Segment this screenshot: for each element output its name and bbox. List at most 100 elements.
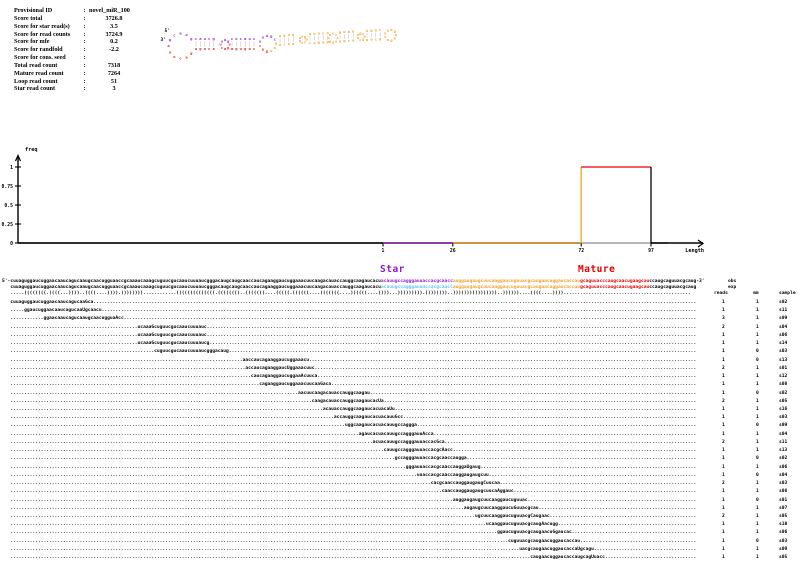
score-row-label: Mature read count xyxy=(14,69,64,77)
read-right-padding: ........................................… xyxy=(433,431,697,437)
read-reads-value: 3 xyxy=(722,316,725,322)
nucleotide-letter: u xyxy=(387,27,389,32)
read-reads-value: 1 xyxy=(722,497,725,503)
read-row: ........................................… xyxy=(2,481,806,487)
score-row-colon: : xyxy=(83,38,86,46)
read-sequence: ugcuucaaggaucuguuacgCaugaac xyxy=(474,513,550,519)
read-sample-value: s12 xyxy=(779,374,788,380)
score-row-label: Score for star read(s) xyxy=(14,22,70,30)
read-left-padding: ........................................… xyxy=(2,456,395,462)
nucleotide-letter: c xyxy=(253,46,255,51)
read-sample-value: s03 xyxy=(779,481,788,487)
read-left-padding: ........................................… xyxy=(2,382,260,388)
read-mm-value: 0 xyxy=(756,497,759,503)
read-reads-value: 2 xyxy=(722,481,725,487)
read-right-padding: ........................................… xyxy=(394,406,697,412)
read-reads-value: 1 xyxy=(722,382,725,388)
nucleotide-letter: a xyxy=(387,37,390,42)
y-tick-label: 0.25 xyxy=(1,222,13,228)
score-row-label: Score for cons. seed xyxy=(14,54,66,62)
read-reads-value: 1 xyxy=(722,308,725,314)
read-reads-value: 2 xyxy=(722,398,725,404)
nucleotide-letter: a xyxy=(366,37,369,42)
nucleotide-letter: u xyxy=(173,54,175,59)
read-row: ........................................… xyxy=(2,407,806,413)
score-row-label: Score for randfold xyxy=(14,46,63,54)
precursor-sequence-obs-star: acauugccagggauuaccacgcaacc xyxy=(380,279,453,284)
read-mm-value: 1 xyxy=(756,481,759,487)
read-left-padding: ........................................… xyxy=(2,365,246,371)
read-sequence: ggaucuggaacaaucagucaaUgcaacu xyxy=(24,308,102,314)
column-header-mm: mm xyxy=(753,291,759,296)
nucleotide-letter: u xyxy=(259,38,261,43)
score-row-colon: : xyxy=(83,14,86,22)
read-sample-value: s03 xyxy=(779,349,788,355)
read-row: ........................................… xyxy=(2,325,806,331)
read-row: ........................................… xyxy=(2,465,806,471)
read-mm-value: 1 xyxy=(756,341,759,347)
read-reads-value: 2 xyxy=(722,324,725,330)
read-row: ........................................… xyxy=(2,341,806,347)
read-row: ........................................… xyxy=(2,349,806,355)
read-sample-value: s05 xyxy=(779,513,788,519)
nucleotide-letter: u xyxy=(240,46,242,51)
read-right-padding: ........................................… xyxy=(206,332,697,338)
read-right-padding: ........................................… xyxy=(538,505,697,511)
read-sequence: cuguucgucaaucuuuaucgggacaug xyxy=(154,349,229,355)
read-left-padding: ........................................… xyxy=(2,530,498,536)
y-tick-label: 0.5 xyxy=(4,203,13,209)
nucleotide-letter: a xyxy=(262,47,265,52)
nucleotide-letter: u xyxy=(262,35,264,40)
x-tick-label: 1 xyxy=(382,248,385,254)
y-tick-label: 1 xyxy=(10,165,13,171)
read-sample-value: s01 xyxy=(779,497,788,503)
nucleotide-letter: c xyxy=(332,31,334,36)
read-left-padding: ........................................… xyxy=(2,497,453,503)
read-reads-value: 2 xyxy=(722,513,725,519)
nucleotide-letter: a xyxy=(322,39,325,44)
nucleotide-letter: a xyxy=(305,37,308,42)
score-row-label: Loop read count xyxy=(14,77,58,85)
score-row-colon: : xyxy=(83,30,86,38)
nucleotide-letter: c xyxy=(379,27,381,32)
read-left-padding: ........................................… xyxy=(2,505,464,511)
nucleotide-letter: u xyxy=(394,36,396,41)
read-mm-value: 0 xyxy=(756,357,759,363)
read-mm-value: 1 xyxy=(756,448,759,454)
read-mm-value: 1 xyxy=(756,365,759,371)
read-left-padding: ........................................… xyxy=(2,481,431,487)
precursor-sequence-obs-loop: auggaugaugcuucaaggaucuguuacgcaugaacuggau… xyxy=(452,279,581,284)
read-frequency-plot: 1 0.75 0.5 0.25 0 freq 1 26 72 97 Length xyxy=(1,147,705,254)
read-sample-value: s06 xyxy=(779,332,788,338)
nucleotide-letter: g xyxy=(270,33,273,38)
nucleotide-letter: g xyxy=(190,50,193,55)
score-row-value: 51 xyxy=(110,77,118,85)
read-right-padding: ........................................… xyxy=(228,349,697,355)
nucleotide-letter: u xyxy=(288,32,290,37)
mature-region-label: Mature xyxy=(578,264,616,275)
precursor-sequence-obs-prefix: 5'- xyxy=(2,279,11,284)
nucleotide-letter: a xyxy=(299,35,302,40)
nucleotide-letter: g xyxy=(339,30,342,35)
read-right-padding: ........................................… xyxy=(416,423,697,429)
read-mm-value: 1 xyxy=(756,415,759,421)
read-sequence: uggcaagaucacuacauugccaggga xyxy=(344,423,417,429)
read-sample-value: s02 xyxy=(779,390,788,396)
read-left-padding: ........................................… xyxy=(2,513,475,519)
read-sequence: ucaaggaucuguuacgcaugAacugg xyxy=(486,522,558,528)
nucleotide-letter: g xyxy=(227,45,230,50)
nucleotide-letter: g xyxy=(379,36,382,41)
read-reads-value: 1 xyxy=(722,341,725,347)
read-right-padding: ..................................... xyxy=(593,546,697,552)
read-row: ........................................… xyxy=(2,382,806,388)
dot-bracket-structure: .....((((((((.((((...))))..((((....)))).… xyxy=(10,291,691,296)
nucleotide-letter: a xyxy=(231,46,234,51)
y-tick-label: 0.75 xyxy=(1,184,13,190)
precursor-sequence-exp: cuuaguggaucuggaacaaucagucaaugcaacugguaac… xyxy=(2,285,806,291)
nucleotide-letter: c xyxy=(274,36,276,41)
read-sequence: ucaaaGcuguucgucaaucuuuauc xyxy=(137,324,207,330)
read-sequence: acuacauugccagggauuaccacGca xyxy=(372,439,445,445)
score-row-label: Total read count xyxy=(14,61,58,69)
read-right-padding: ........................................… xyxy=(317,374,697,380)
